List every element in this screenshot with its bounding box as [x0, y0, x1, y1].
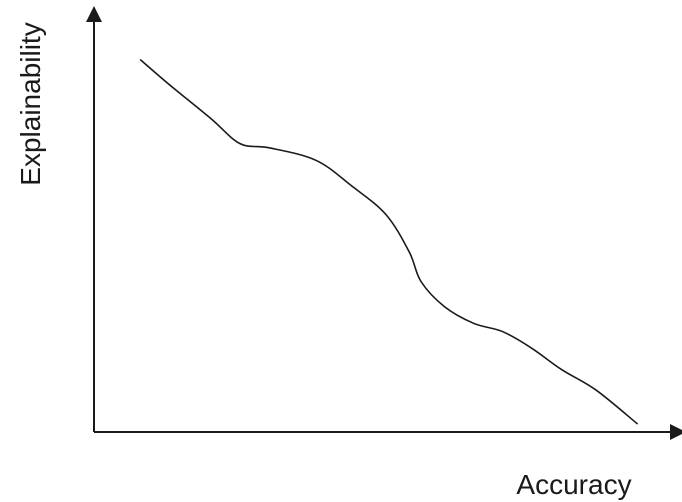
- x-axis-label: Accuracy: [516, 469, 631, 500]
- series-layer: [139, 59, 638, 425]
- series-line-0: [139, 59, 638, 425]
- y-axis-label: Explainability: [15, 22, 46, 185]
